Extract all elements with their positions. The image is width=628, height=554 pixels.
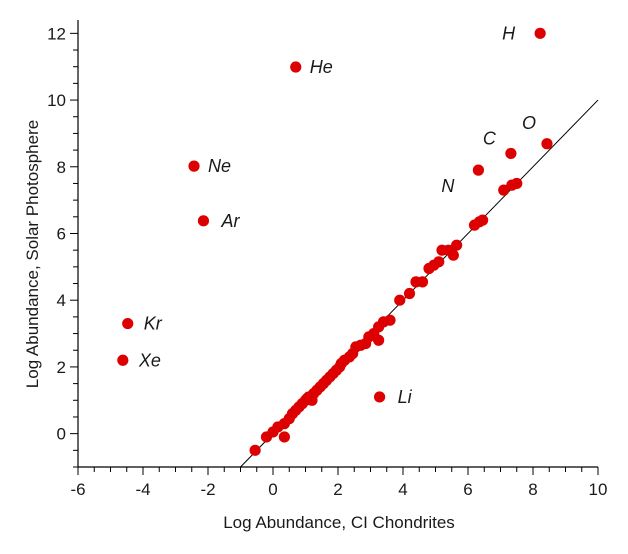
point-N [472,164,484,176]
y-tick-label: 8 [57,158,66,177]
data-point [278,431,290,443]
data-point [511,177,523,190]
y-axis-title: Log Abundance, Solar Photosphere [23,120,42,388]
x-tick-label: 8 [528,480,537,499]
point-label-Ne: Ne [208,156,231,176]
y-tick-label: 0 [57,425,66,444]
x-tick-label: 4 [398,480,407,499]
data-point [433,256,445,268]
data-point [373,334,385,346]
data-point [447,249,459,261]
x-tick-label: -4 [135,480,150,499]
point-Kr [122,317,134,330]
point-label-C: C [483,128,497,148]
x-tick-label: 10 [589,480,608,499]
y-tick-label: 10 [47,91,66,110]
y-tick-label: 6 [57,224,66,243]
y-tick-label: 2 [57,358,66,377]
x-axis-title: Log Abundance, CI Chondrites [223,513,455,532]
point-label-O: O [522,113,536,133]
point-He [290,61,302,73]
point-label-H: H [502,23,516,43]
x-tick-label: -6 [70,480,85,499]
point-label-N: N [441,176,455,196]
point-Ne [188,160,200,172]
data-point [477,214,489,226]
x-tick-label: 6 [463,480,472,499]
point-Li [374,391,386,403]
point-labels: H He C O N Ne Ar Kr Xe Li [138,23,536,407]
y-tick-label: 4 [57,291,66,310]
data-point [451,239,463,251]
data-point [384,314,396,326]
data-point [416,276,429,288]
y-tick-label: 12 [47,24,66,43]
axes: -6 -4 -2 0 2 4 6 8 10 0 2 4 6 8 10 12 [47,20,607,499]
data-point [394,294,406,306]
point-label-Kr: Kr [144,314,163,334]
point-label-Xe: Xe [138,350,161,370]
x-tick-label: -2 [200,480,215,499]
data-point [403,287,416,300]
x-tick-label: 2 [333,480,342,499]
point-C [505,147,517,160]
point-H [534,27,546,39]
point-label-He: He [310,57,333,77]
point-Ar [197,215,210,227]
x-tick-label: 0 [268,480,277,499]
point-label-Ar: Ar [220,211,240,231]
point-O [541,138,553,150]
data-point [249,444,261,456]
point-label-Li: Li [398,387,413,407]
data-points [117,27,553,456]
point-Xe [117,354,129,366]
data-point [498,184,510,196]
